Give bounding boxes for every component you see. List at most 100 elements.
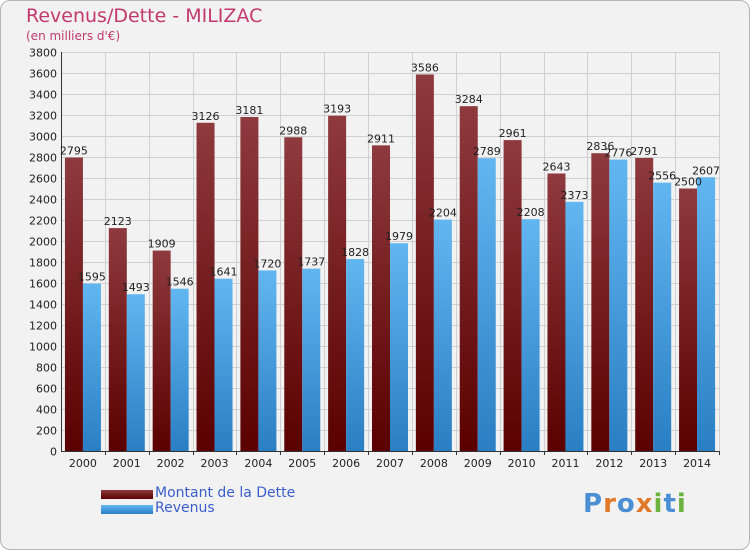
revenue-bar <box>258 270 277 451</box>
revenue-value-label: 1720 <box>253 257 281 270</box>
legend-label-debt: Montant de la Dette <box>155 485 296 501</box>
debt-value-label: 3193 <box>323 103 351 116</box>
revenue-bar <box>653 182 672 451</box>
debt-value-label: 3126 <box>192 110 220 123</box>
revenue-value-label: 2556 <box>648 170 676 183</box>
logo-letter: i <box>676 489 687 519</box>
y-tick-label: 3800 <box>29 47 57 60</box>
y-tick-label: 600 <box>36 383 57 396</box>
proxiti-logo: Proxiti <box>583 489 687 519</box>
revenue-bar <box>346 259 365 451</box>
bar-layer <box>64 74 716 452</box>
debt-value-label: 2791 <box>630 145 658 158</box>
revenue-bar <box>126 294 145 451</box>
chart-title: Revenus/Dette - MILIZAC <box>26 5 263 27</box>
revenue-bar <box>170 288 189 451</box>
y-tick-label: 1600 <box>29 278 57 291</box>
debt-bar <box>635 157 654 451</box>
y-tick-label: 3200 <box>29 110 57 123</box>
debt-bar <box>372 145 390 451</box>
debt-value-label: 2643 <box>542 160 570 173</box>
y-tick-label: 200 <box>36 425 57 438</box>
revenue-bar <box>82 283 101 451</box>
debt-value-label: 3284 <box>455 93 483 106</box>
debt-value-label: 2795 <box>60 145 88 158</box>
y-tick-label: 3600 <box>29 68 57 81</box>
debt-value-label: 2961 <box>499 127 527 140</box>
chart-subtitle: (en milliers d'€) <box>26 29 121 43</box>
y-tick-label: 1000 <box>29 341 57 354</box>
debt-value-label: 2500 <box>674 176 702 189</box>
x-tick-label: 2002 <box>157 457 185 470</box>
legend-swatch-revenue <box>101 505 153 514</box>
debt-bar <box>240 116 259 452</box>
y-tick-label: 400 <box>36 404 57 417</box>
legend-swatch-debt <box>101 490 153 499</box>
revenue-bar <box>433 219 452 451</box>
y-tick-label: 1800 <box>29 257 57 270</box>
y-tick-label: 1200 <box>29 320 57 333</box>
revenue-value-label: 2373 <box>560 189 588 202</box>
debt-value-label: 1909 <box>148 238 176 251</box>
revenue-bar <box>390 243 408 451</box>
y-tick-label: 1400 <box>29 299 57 312</box>
x-tick-label: 2006 <box>332 457 360 470</box>
debt-bar <box>108 228 127 451</box>
debt-value-label: 3181 <box>235 104 263 117</box>
debt-bar <box>547 173 566 452</box>
debt-bar <box>679 188 698 451</box>
revenue-value-label: 1737 <box>297 256 325 269</box>
debt-value-label: 2911 <box>367 132 395 145</box>
revenue-value-label: 1828 <box>341 246 369 259</box>
debt-bar <box>196 122 215 452</box>
revenue-value-label: 1641 <box>210 266 238 279</box>
x-tick-label: 2009 <box>464 457 492 470</box>
revenue-bar <box>477 158 496 451</box>
debt-value-label: 3586 <box>411 61 439 74</box>
revenue-value-label: 2776 <box>604 147 632 160</box>
y-tick-label: 2800 <box>29 152 57 165</box>
revenue-bar <box>302 268 321 451</box>
logo-letter: x <box>635 489 654 519</box>
revenue-bar <box>214 278 233 451</box>
logo-letter: i <box>653 489 664 519</box>
revenue-value-label: 1595 <box>78 271 106 284</box>
y-tick-label: 3000 <box>29 131 57 144</box>
debt-bar <box>284 137 303 451</box>
debt-value-label: 2123 <box>104 215 132 228</box>
x-tick-label: 2014 <box>683 457 711 470</box>
x-tick-label: 2001 <box>113 457 141 470</box>
logo-letter: t <box>663 489 677 519</box>
revenue-bar <box>521 219 540 451</box>
x-tick-label: 2011 <box>551 457 579 470</box>
debt-bar <box>64 157 83 451</box>
logo-letter: r <box>603 489 617 519</box>
x-tick-label: 2010 <box>508 457 536 470</box>
debt-bar <box>591 153 610 451</box>
debt-bar <box>152 250 171 451</box>
y-tick-label: 2400 <box>29 194 57 207</box>
debt-value-label: 2988 <box>279 124 307 137</box>
debt-bar <box>415 74 434 451</box>
revenue-bar <box>565 201 584 451</box>
debt-value-label: 2836 <box>586 140 614 153</box>
label-layer: 2795 1595 2123 1493 1909 1546 3126 1641 3181 1720… <box>60 61 720 294</box>
axis-layer: 0 200 400 600 800 1000 1200 1400 1600 1800 2000 220… <box>29 47 720 470</box>
revenue-value-label: 2789 <box>473 145 501 158</box>
y-tick-label: 2600 <box>29 173 57 186</box>
x-tick-label: 2008 <box>420 457 448 470</box>
revenue-value-label: 1979 <box>385 230 413 243</box>
x-tick-label: 2013 <box>639 457 667 470</box>
logo-letter: o <box>616 489 636 519</box>
x-tick-label: 2004 <box>244 457 272 470</box>
x-tick-label: 2000 <box>69 457 97 470</box>
y-tick-label: 3400 <box>29 89 57 102</box>
x-tick-label: 2005 <box>288 457 316 470</box>
legend-label-revenue: Revenus <box>155 500 215 516</box>
y-tick-label: 2000 <box>29 236 57 249</box>
revenue-value-label: 2208 <box>517 206 545 219</box>
revenue-value-label: 2607 <box>692 164 720 177</box>
logo-letter: P <box>583 489 604 519</box>
